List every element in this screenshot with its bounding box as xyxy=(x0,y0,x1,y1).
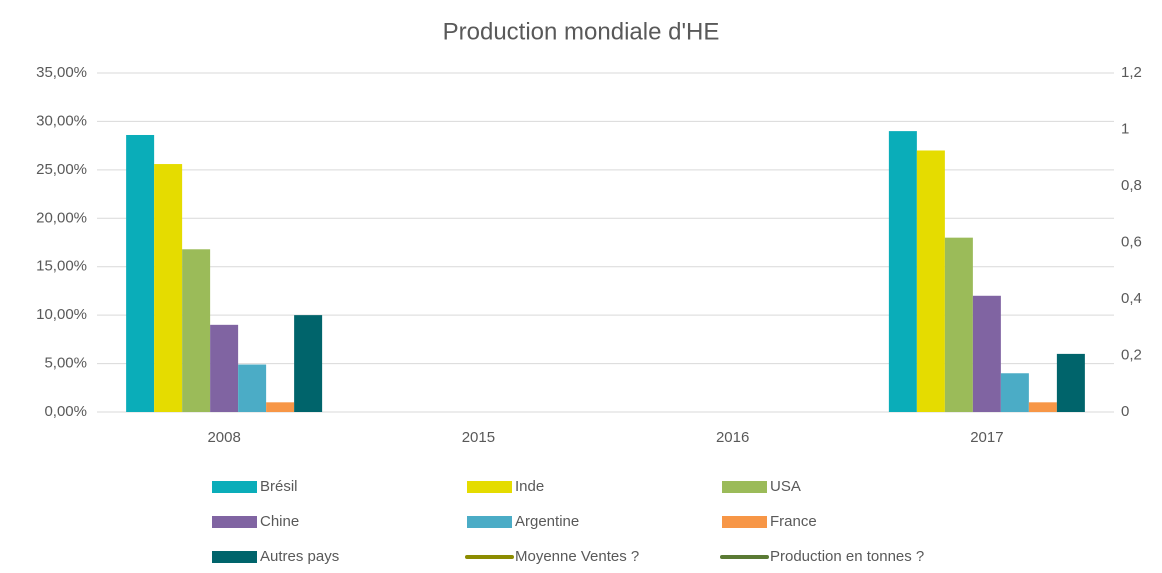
x-tick-label: 2015 xyxy=(462,429,495,446)
legend-label: Autres pays xyxy=(260,548,339,565)
x-tick-label: 2008 xyxy=(207,429,240,446)
x-tick-label: 2017 xyxy=(970,429,1003,446)
y2-tick-label: 0,6 xyxy=(1121,233,1142,250)
y2-tick-label: 1,2 xyxy=(1121,64,1142,81)
bar xyxy=(944,237,973,412)
y-tick-label: 5,00% xyxy=(44,355,87,372)
y-tick-label: 15,00% xyxy=(36,258,87,275)
legend-swatch xyxy=(212,516,257,528)
bar xyxy=(972,295,1001,412)
legend-label: Chine xyxy=(260,513,299,530)
chart-title: Production mondiale d'HE xyxy=(443,18,720,45)
y-tick-label: 20,00% xyxy=(36,209,87,226)
y-tick-label: 35,00% xyxy=(36,64,87,81)
legend-label: Inde xyxy=(515,478,544,495)
legend-swatch xyxy=(212,481,257,493)
y2-tick-label: 0,8 xyxy=(1121,177,1142,194)
bar xyxy=(182,249,211,412)
bar xyxy=(154,164,183,412)
legend-label: Production en tonnes ? xyxy=(770,548,924,565)
bar xyxy=(238,364,267,412)
legend-swatch xyxy=(722,516,767,528)
bar xyxy=(1000,373,1029,412)
bar xyxy=(888,131,917,412)
y-tick-label: 25,00% xyxy=(36,161,87,178)
legend-label: USA xyxy=(770,478,801,495)
x-tick-label: 2016 xyxy=(716,429,749,446)
bar xyxy=(210,324,239,412)
legend-swatch xyxy=(722,481,767,493)
bar xyxy=(126,134,155,412)
y2-tick-label: 0,4 xyxy=(1121,290,1142,307)
legend-label: Brésil xyxy=(260,478,298,495)
legend-label: Argentine xyxy=(515,513,579,530)
legend-swatch xyxy=(467,516,512,528)
bar xyxy=(1028,402,1057,412)
bar xyxy=(294,315,323,412)
y-tick-label: 30,00% xyxy=(36,112,87,129)
bar xyxy=(266,402,295,412)
bar xyxy=(916,150,945,412)
legend-label: Moyenne Ventes ? xyxy=(515,548,639,565)
y-tick-label: 0,00% xyxy=(44,403,87,420)
bar xyxy=(1056,353,1085,412)
y2-tick-label: 0 xyxy=(1121,403,1129,420)
legend-label: France xyxy=(770,513,817,530)
legend-swatch xyxy=(212,551,257,563)
legend-swatch xyxy=(467,481,512,493)
y-tick-label: 10,00% xyxy=(36,306,87,323)
y2-tick-label: 1 xyxy=(1121,120,1129,137)
y2-tick-label: 0,2 xyxy=(1121,346,1142,363)
